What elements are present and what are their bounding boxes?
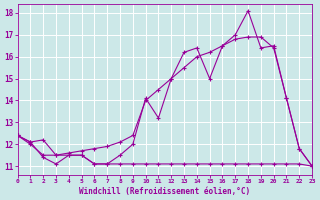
- X-axis label: Windchill (Refroidissement éolien,°C): Windchill (Refroidissement éolien,°C): [79, 187, 250, 196]
